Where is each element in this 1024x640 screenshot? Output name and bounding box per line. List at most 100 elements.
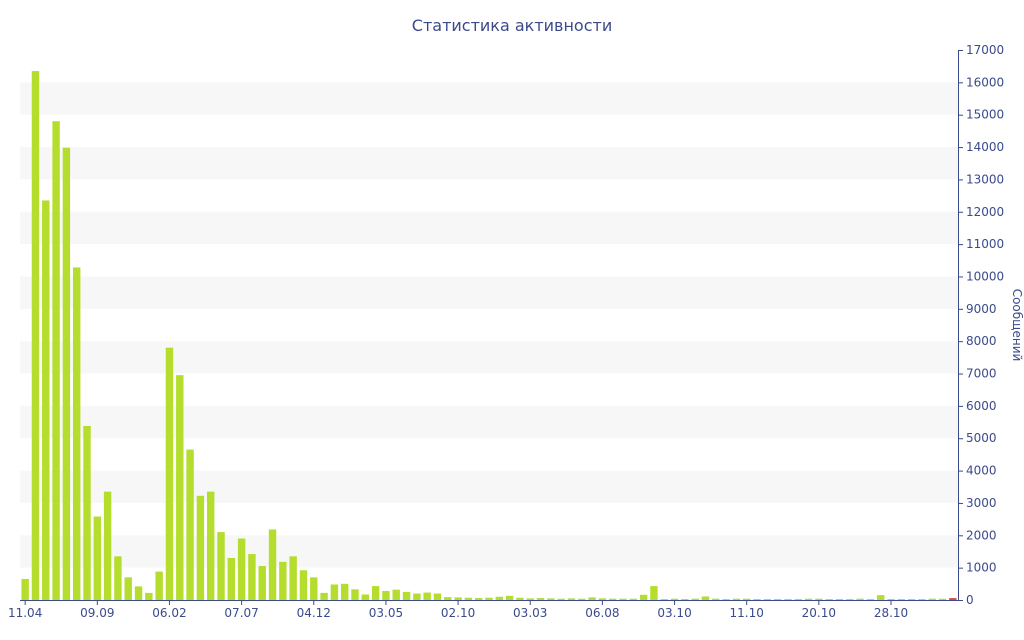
bar[interactable] xyxy=(681,599,689,600)
bar[interactable] xyxy=(722,599,730,600)
bar[interactable] xyxy=(330,584,339,600)
bar[interactable] xyxy=(361,594,370,601)
bar[interactable] xyxy=(804,598,813,600)
bar[interactable] xyxy=(423,592,431,600)
bar[interactable] xyxy=(237,538,246,600)
bar[interactable] xyxy=(567,598,576,600)
y-tick-label: 1000 xyxy=(966,561,997,575)
bar[interactable] xyxy=(660,599,668,600)
bar[interactable] xyxy=(794,599,802,600)
bar[interactable] xyxy=(227,557,236,600)
bar[interactable] xyxy=(279,561,287,600)
bar[interactable] xyxy=(114,556,122,600)
bar[interactable] xyxy=(712,598,720,600)
bar[interactable] xyxy=(949,598,957,600)
bar[interactable] xyxy=(196,495,205,600)
bar[interactable] xyxy=(742,598,751,600)
bar[interactable] xyxy=(83,425,91,600)
bar[interactable] xyxy=(608,598,617,600)
bar[interactable] xyxy=(299,570,308,600)
bar[interactable] xyxy=(578,598,586,600)
bar[interactable] xyxy=(382,590,390,600)
bar[interactable] xyxy=(289,556,297,600)
bar[interactable] xyxy=(145,592,153,600)
bar[interactable] xyxy=(42,200,50,600)
bar[interactable] xyxy=(650,586,658,600)
bar[interactable] xyxy=(495,596,504,600)
grid-band xyxy=(20,276,958,309)
bar[interactable] xyxy=(526,598,534,600)
bar[interactable] xyxy=(887,599,895,600)
bar[interactable] xyxy=(402,591,411,600)
bar[interactable] xyxy=(474,598,483,600)
bar[interactable] xyxy=(670,598,679,600)
bar[interactable] xyxy=(701,596,710,600)
bar[interactable] xyxy=(505,595,514,600)
bar[interactable] xyxy=(918,599,926,600)
bar[interactable] xyxy=(351,589,359,600)
bar[interactable] xyxy=(815,598,823,600)
bar[interactable] xyxy=(536,598,545,600)
bar[interactable] xyxy=(907,599,916,600)
bar[interactable] xyxy=(588,597,596,600)
bar[interactable] xyxy=(639,594,648,600)
bar[interactable] xyxy=(155,571,163,600)
bar[interactable] xyxy=(124,577,132,600)
y-tick-label: 8000 xyxy=(966,334,997,348)
bar[interactable] xyxy=(217,532,225,600)
bar[interactable] xyxy=(62,147,71,600)
bar[interactable] xyxy=(557,598,565,600)
bar[interactable] xyxy=(598,598,607,600)
bar[interactable] xyxy=(268,529,277,600)
bar[interactable] xyxy=(619,598,627,600)
bar[interactable] xyxy=(876,595,885,600)
bar[interactable] xyxy=(897,599,906,600)
bar[interactable] xyxy=(825,599,833,600)
bar[interactable] xyxy=(134,586,143,600)
y-tick-label: 12000 xyxy=(966,205,1004,219)
bar[interactable] xyxy=(454,597,462,600)
bar[interactable] xyxy=(392,589,400,600)
bar[interactable] xyxy=(103,491,112,600)
bar[interactable] xyxy=(846,599,854,600)
bar[interactable] xyxy=(93,516,102,600)
bar[interactable] xyxy=(72,267,81,600)
bar[interactable] xyxy=(320,592,328,600)
bar[interactable] xyxy=(691,598,699,600)
bar[interactable] xyxy=(444,597,452,600)
bar[interactable] xyxy=(516,597,524,600)
bar[interactable] xyxy=(165,347,174,600)
bar[interactable] xyxy=(856,598,864,600)
bar[interactable] xyxy=(485,597,493,600)
bar[interactable] xyxy=(464,597,473,600)
bar[interactable] xyxy=(310,577,318,600)
x-tick-label: 02.10 xyxy=(441,606,475,620)
bar[interactable] xyxy=(629,598,638,600)
bar[interactable] xyxy=(340,583,349,600)
bar[interactable] xyxy=(176,375,184,600)
bar[interactable] xyxy=(763,599,772,600)
bar[interactable] xyxy=(938,598,947,600)
bar[interactable] xyxy=(866,599,875,600)
y-tick-label: 17000 xyxy=(966,43,1004,57)
bar[interactable] xyxy=(206,491,215,600)
bar[interactable] xyxy=(258,566,266,600)
bar[interactable] xyxy=(433,593,442,600)
bar[interactable] xyxy=(248,554,256,600)
bar[interactable] xyxy=(413,593,421,600)
bar[interactable] xyxy=(547,598,555,600)
bar[interactable] xyxy=(773,599,782,600)
bar[interactable] xyxy=(31,71,40,600)
x-tick-label: 28.10 xyxy=(874,606,908,620)
bar[interactable] xyxy=(784,599,792,600)
bar[interactable] xyxy=(21,578,29,600)
bar[interactable] xyxy=(52,121,60,601)
grid-band xyxy=(20,82,958,115)
bar[interactable] xyxy=(928,598,936,600)
bar[interactable] xyxy=(753,599,761,600)
bar[interactable] xyxy=(371,586,380,600)
y-tick-label: 4000 xyxy=(966,464,997,478)
bar[interactable] xyxy=(835,599,844,600)
bar[interactable] xyxy=(186,449,194,600)
bar[interactable] xyxy=(732,598,741,600)
